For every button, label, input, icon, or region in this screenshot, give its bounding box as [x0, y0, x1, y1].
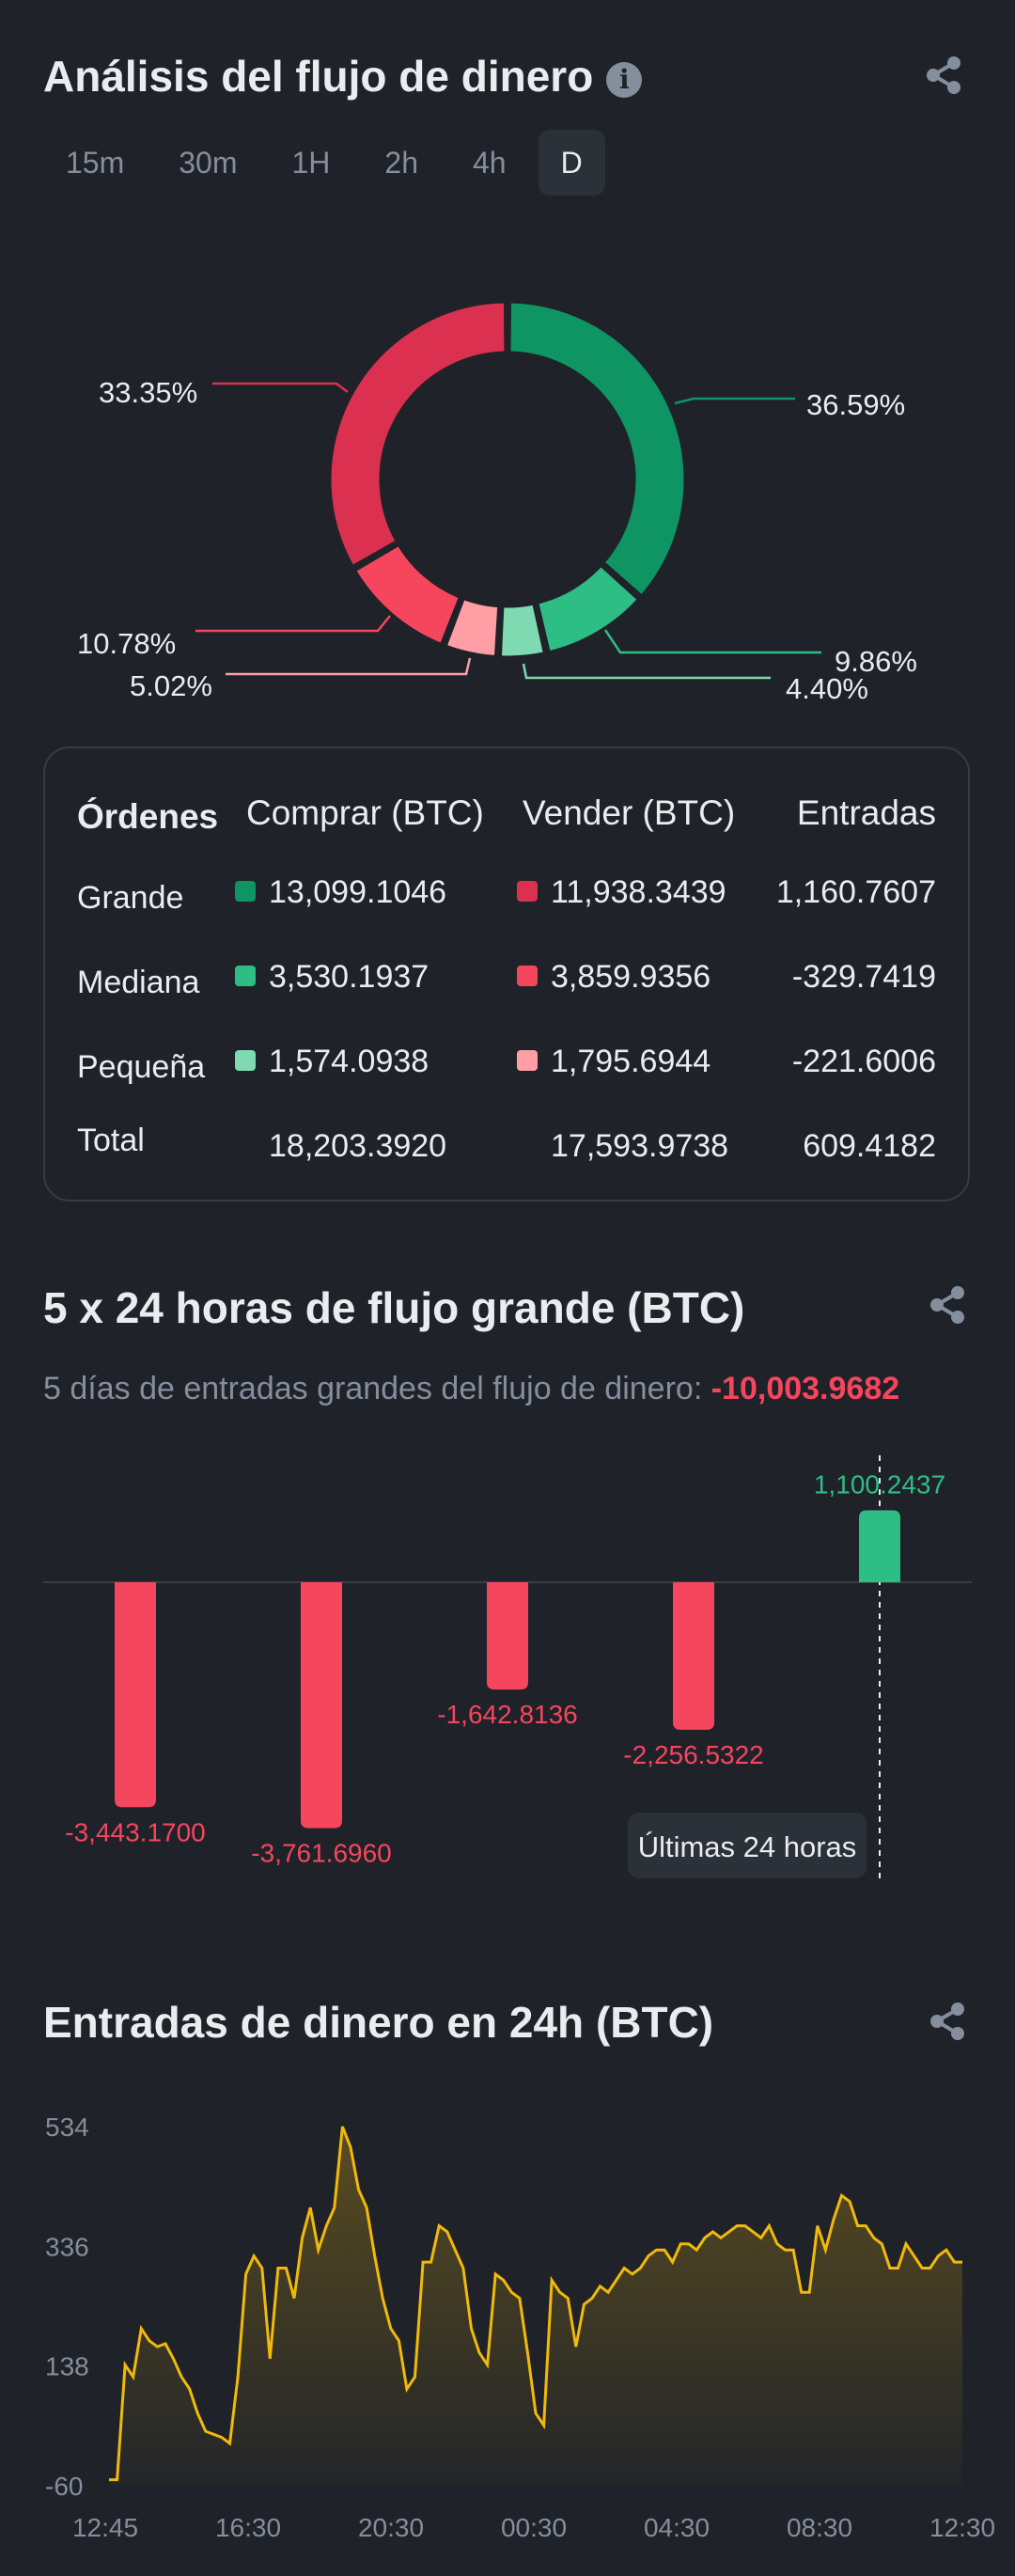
- share-icon[interactable]: [923, 55, 964, 96]
- col-header-buy: Comprar (BTC): [246, 793, 484, 832]
- donut-leader-large-sell: [212, 382, 349, 393]
- bar-5[interactable]: [859, 1510, 900, 1582]
- cell-inflow-large: 1,160.7607: [775, 874, 936, 910]
- bar-value-label-1: -3,443.1700: [65, 1817, 205, 1846]
- info-icon[interactable]: i: [606, 61, 643, 98]
- cell-sell-total: 17,593.9738: [551, 1128, 729, 1164]
- orders-table: Órdenes Comprar (BTC) Vender (BTC) Entra…: [43, 746, 970, 1202]
- legend-swatch: [235, 1050, 256, 1072]
- interval-tabs: 15m 30m 1H 2h 4h D: [43, 130, 605, 196]
- col-header-orders: Órdenes: [77, 797, 219, 836]
- x-tick-label: 00:30: [501, 2513, 567, 2542]
- row-label-medium: Mediana: [77, 965, 200, 1000]
- donut-slice-medium-buy[interactable]: [533, 560, 644, 656]
- cell-inflow-total: 609.4182: [803, 1128, 936, 1164]
- x-tick-label: 08:30: [787, 2513, 852, 2542]
- legend-swatch: [517, 881, 538, 903]
- bar-value-label-3: -1,642.8136: [437, 1700, 577, 1729]
- donut-chart: 36.59% 9.86% 4.40% 5.02% 10.78% 33.35%: [77, 298, 917, 705]
- tooltip-box: [628, 1813, 867, 1878]
- cell-inflow-small: -221.6006: [791, 1044, 936, 1079]
- donut-label-medium-buy: 9.86%: [835, 645, 917, 678]
- tab-30m[interactable]: 30m: [179, 146, 238, 180]
- legend-swatch: [517, 1050, 538, 1072]
- x-tick-label: 12:30: [929, 2513, 995, 2542]
- x-tick-label: 16:30: [215, 2513, 281, 2542]
- donut-leader-large-buy: [674, 397, 795, 405]
- tab-4h[interactable]: 4h: [473, 146, 507, 180]
- donut-leaders: [195, 382, 821, 680]
- cell-inflow-medium: -329.7419: [791, 959, 936, 995]
- donut-slice-large-buy[interactable]: [506, 298, 689, 601]
- large-flow-title: 5 x 24 horas de flujo grande (BTC): [43, 1283, 745, 1332]
- x-axis-ticks: 12:45 16:30 20:30 00:30 04:30 08:30 12:30: [72, 2513, 995, 2542]
- flow-title-row: Análisis del flujo de dinero i: [43, 51, 643, 102]
- cell-sell-medium: 3,859.9356: [517, 959, 710, 996]
- donut-label-small-buy: 4.40%: [786, 672, 868, 705]
- tab-2h[interactable]: 2h: [384, 146, 418, 180]
- legend-swatch: [235, 966, 256, 987]
- large-flow-subtitle: 5 días de entradas grandes del flujo de …: [43, 1371, 899, 1407]
- tab-1h[interactable]: 1H: [291, 146, 331, 180]
- area-fill: [109, 2127, 962, 2486]
- bar-value-label-4: -2,256.5322: [623, 1740, 763, 1769]
- col-header-inflow: Entradas: [796, 793, 936, 832]
- donut-leader-medium-sell: [195, 615, 391, 633]
- donut-label-large-buy: 36.59%: [806, 388, 905, 421]
- cell-buy-small: 1,574.0938: [235, 1044, 429, 1080]
- donut-slice-medium-sell[interactable]: [350, 540, 464, 649]
- flow-title: Análisis del flujo de dinero: [43, 52, 594, 101]
- tooltip-label: Últimas 24 horas: [638, 1830, 857, 1863]
- x-tick-label: 04:30: [644, 2513, 710, 2542]
- donut-label-medium-sell: 10.78%: [77, 627, 176, 660]
- y-tick-label: -60: [45, 2472, 83, 2501]
- cell-buy-medium: 3,530.1937: [235, 959, 429, 996]
- donut-label-small-sell: 5.02%: [130, 669, 212, 702]
- donut-leader-medium-buy: [603, 629, 821, 654]
- share-icon[interactable]: [927, 2001, 968, 2042]
- y-tick-label: 336: [45, 2232, 89, 2261]
- donut-slice-large-sell[interactable]: [326, 298, 509, 572]
- cell-sell-small: 1,795.6944: [517, 1044, 710, 1080]
- inflow24-area-chart[interactable]: 534 336 138 -60 12:45 16:30 20:30 00:30 04:30 08…: [0, 2097, 1015, 2576]
- inflow24-title: Entradas de dinero en 24h (BTC): [43, 1998, 714, 2047]
- legend-swatch: [235, 881, 256, 903]
- y-tick-label: 534: [45, 2113, 89, 2142]
- cell-buy-total: 18,203.3920: [269, 1128, 447, 1164]
- donut-label-large-sell: 33.35%: [99, 376, 197, 409]
- subtitle-label: 5 días de entradas grandes del flujo de …: [43, 1371, 703, 1406]
- bar-1[interactable]: [115, 1582, 156, 1808]
- bar-value-label-2: -3,761.6960: [251, 1838, 391, 1867]
- tab-d[interactable]: D: [538, 130, 605, 196]
- cell-buy-large: 13,099.1046: [235, 874, 446, 911]
- row-label-small: Pequeña: [77, 1049, 206, 1085]
- donut-slice-small-buy[interactable]: [496, 599, 549, 661]
- y-tick-label: 138: [45, 2352, 89, 2381]
- tab-15m[interactable]: 15m: [66, 146, 125, 180]
- bar-group: -3,443.1700 -3,761.6960 -1,642.8136 -2,256.…: [65, 1470, 945, 1868]
- row-label-total: Total: [77, 1123, 145, 1158]
- x-tick-label: 12:45: [72, 2513, 138, 2542]
- bar-3[interactable]: [487, 1582, 528, 1690]
- bar-2[interactable]: [301, 1582, 342, 1829]
- row-label-large: Grande: [77, 880, 184, 916]
- legend-swatch: [517, 966, 538, 987]
- cell-sell-large: 11,938.3439: [517, 874, 726, 911]
- col-header-sell: Vender (BTC): [523, 793, 736, 832]
- donut-leader-small-sell: [226, 657, 472, 676]
- y-axis-ticks: 534 336 138 -60: [45, 2113, 89, 2501]
- subtitle-value: -10,003.9682: [710, 1371, 900, 1406]
- donut-leader-small-buy: [522, 663, 771, 680]
- large-flow-bar-chart[interactable]: -3,443.1700 -3,761.6960 -1,642.8136 -2,256.…: [0, 1438, 1015, 1899]
- donut-slices: [326, 298, 689, 661]
- series-line: [109, 2126, 962, 2482]
- bar-value-label-5: 1,100.2437: [814, 1470, 945, 1500]
- share-icon[interactable]: [927, 1284, 968, 1326]
- x-tick-label: 20:30: [358, 2513, 424, 2542]
- bar-4[interactable]: [673, 1582, 714, 1730]
